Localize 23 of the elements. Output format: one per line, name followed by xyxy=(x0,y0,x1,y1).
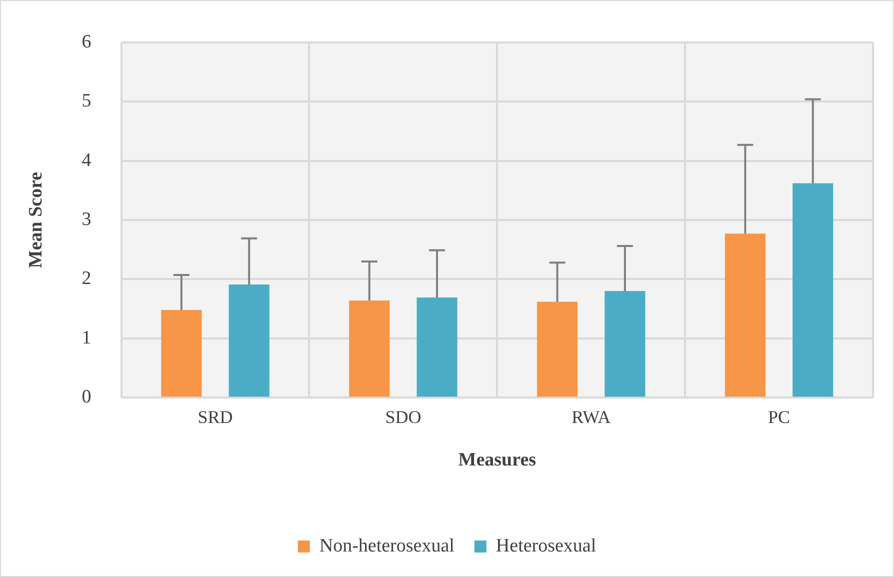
x-tick-label: SDO xyxy=(385,407,422,428)
x-tick-label: PC xyxy=(768,407,790,428)
legend-label: Heterosexual xyxy=(496,535,596,556)
bar xyxy=(604,291,646,397)
bar xyxy=(416,298,458,397)
bar xyxy=(792,183,834,397)
y-tick-label: 6 xyxy=(82,31,92,52)
y-tick-label: 0 xyxy=(82,386,92,408)
x-axis-title: Measures xyxy=(458,450,536,471)
legend-label: Non-heterosexual xyxy=(319,535,454,556)
bar xyxy=(349,300,390,397)
y-tick-label: 4 xyxy=(82,150,92,171)
y-tick-label: 2 xyxy=(82,268,92,290)
x-tick-label: SRD xyxy=(198,407,233,428)
bar xyxy=(724,234,766,397)
y-tick-label: 5 xyxy=(82,90,92,112)
bar xyxy=(536,302,578,397)
y-tick-label: 3 xyxy=(82,208,92,230)
bar xyxy=(161,310,202,397)
bar xyxy=(228,284,270,397)
y-axis-title: Mean Score xyxy=(25,172,46,268)
y-tick-label: 1 xyxy=(82,327,92,348)
x-tick-label: RWA xyxy=(572,407,611,428)
